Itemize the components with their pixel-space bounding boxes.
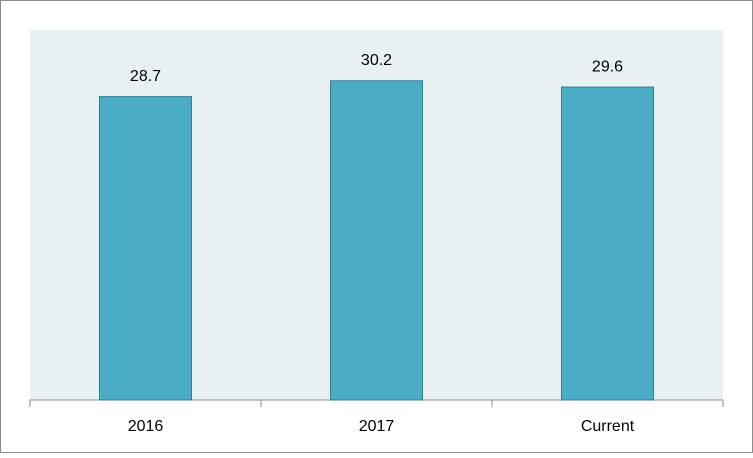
- value-label: 29.6: [592, 58, 623, 75]
- bar: [330, 80, 423, 401]
- bar: [561, 86, 654, 401]
- x-tick-label: 2016: [128, 418, 164, 435]
- x-tick-label: Current: [581, 418, 635, 435]
- bar: [99, 96, 192, 401]
- value-label: 30.2: [361, 52, 392, 69]
- x-tick-label: 2017: [359, 418, 395, 435]
- value-label: 28.7: [130, 68, 161, 85]
